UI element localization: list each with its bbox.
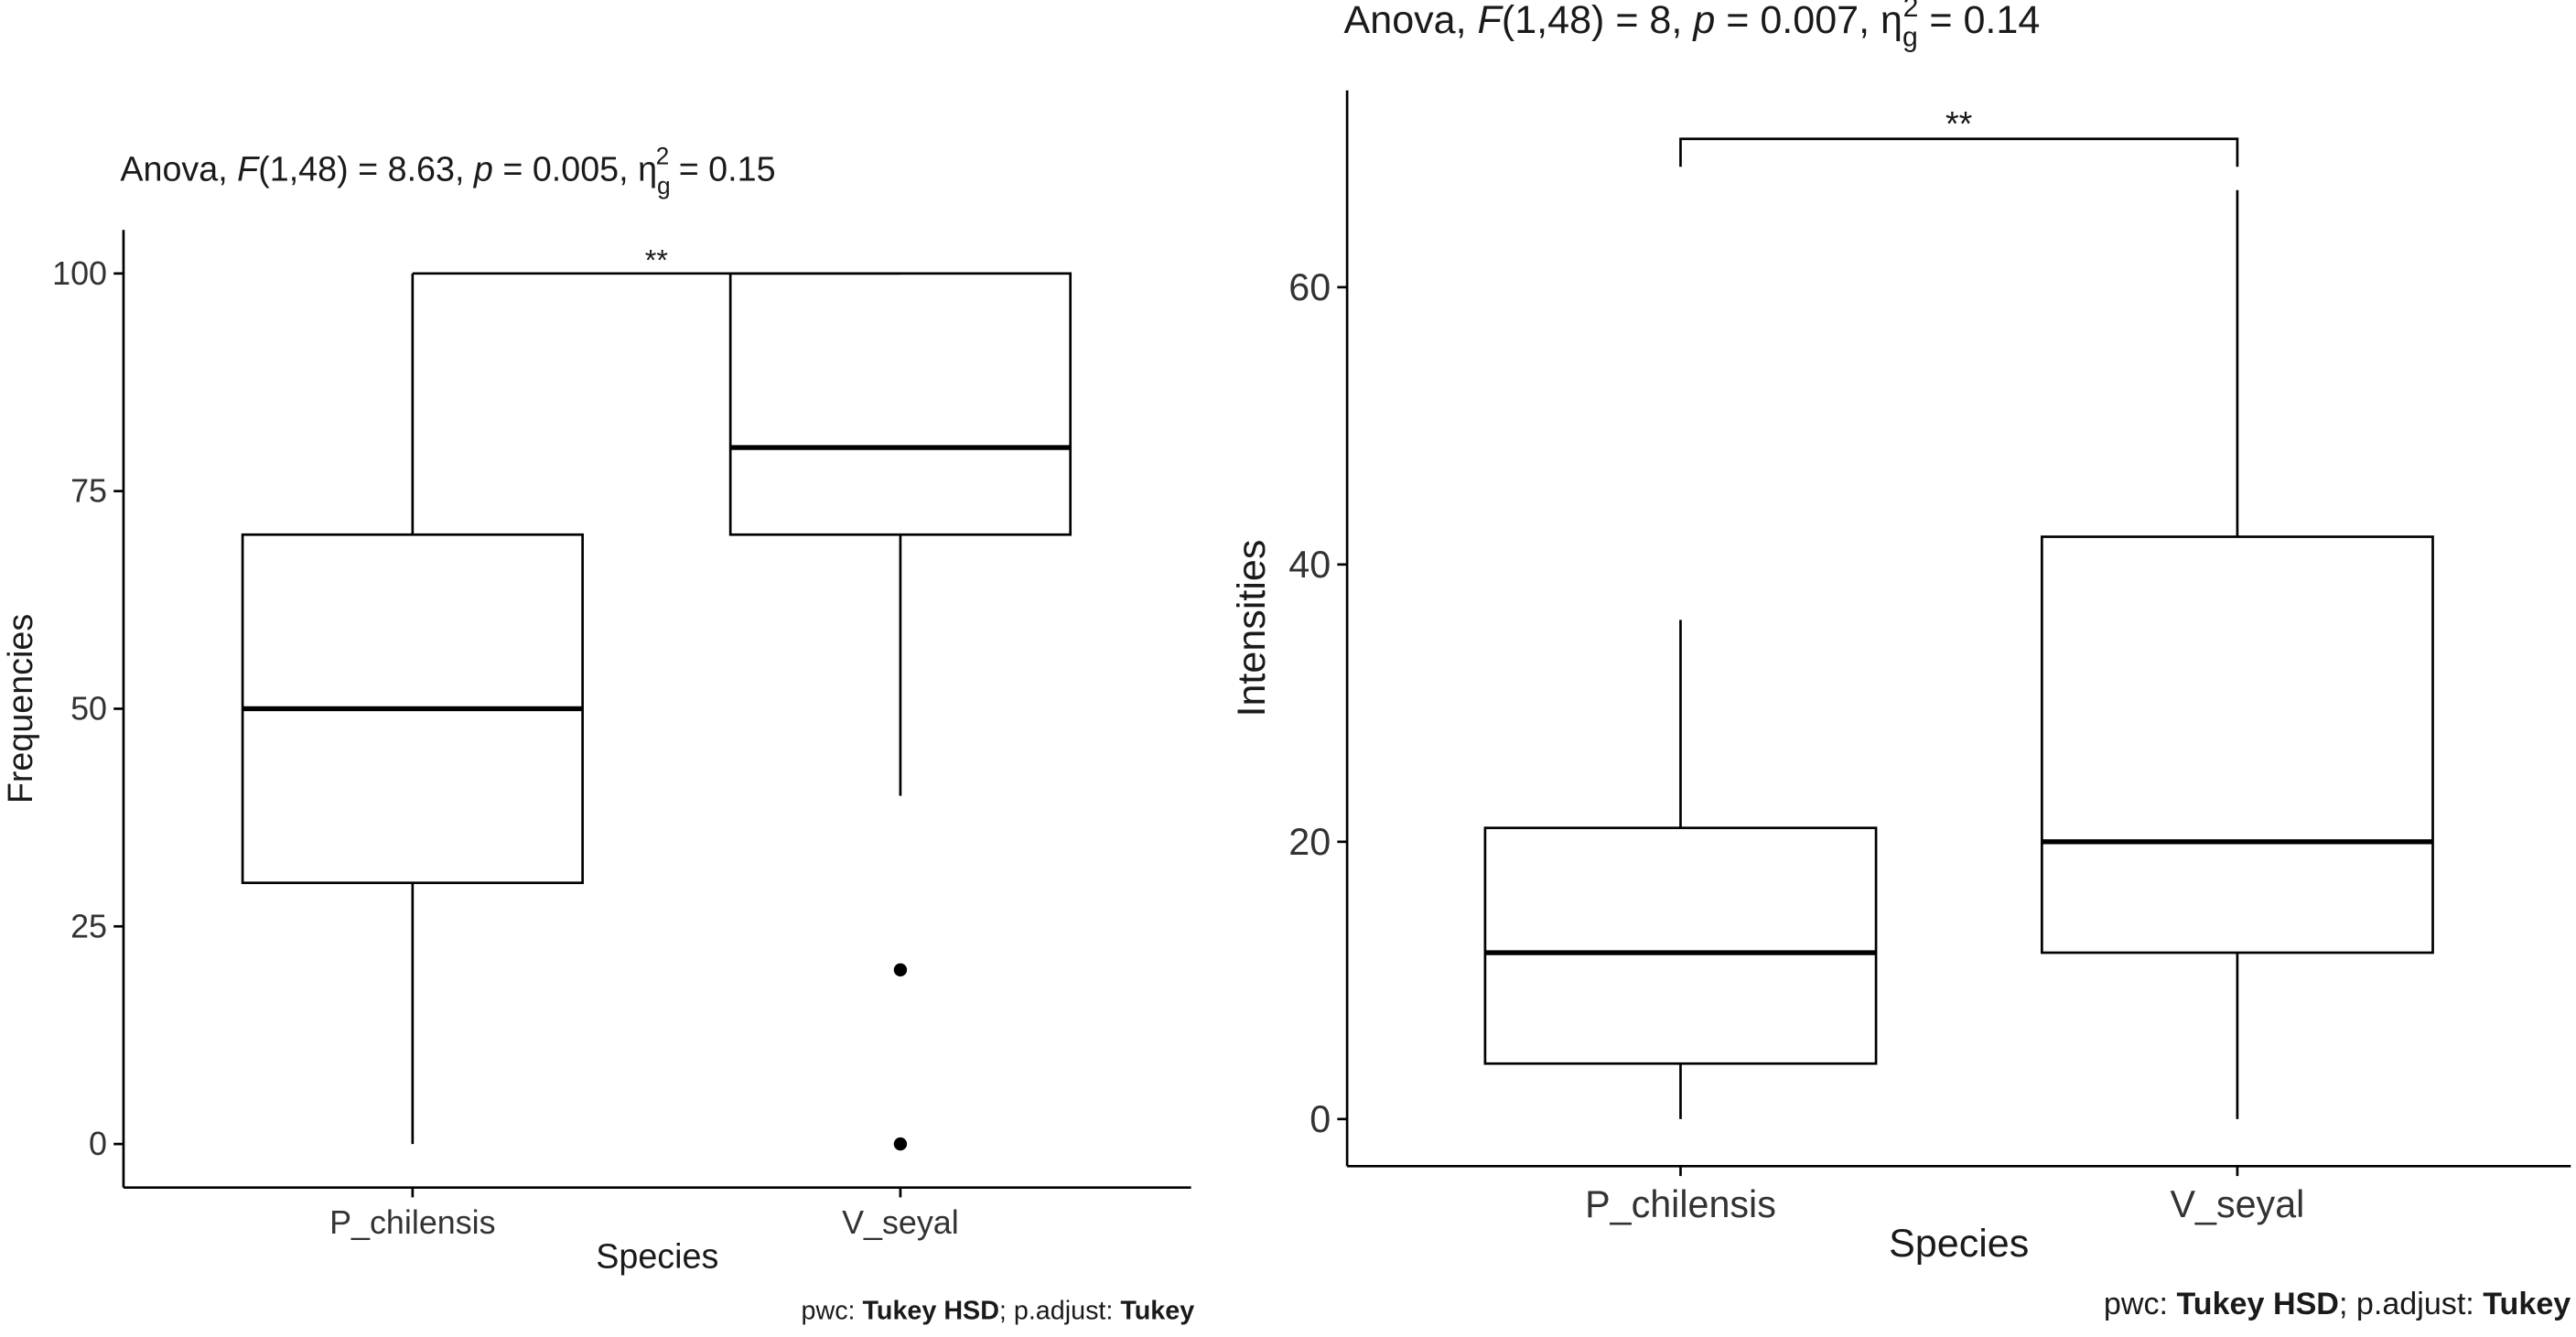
text-part: pwc: xyxy=(802,1296,863,1325)
y-tick-label: 40 xyxy=(1288,544,1331,586)
chart-title: Anova, F(1,48) = 8.63, p = 0.005, ηg 2 = … xyxy=(120,142,775,199)
y-axis-title: Intensities xyxy=(1230,540,1274,717)
caption: pwc: Tukey HSD; p.adjust: Tukey xyxy=(2104,1287,2571,1321)
text-part: Tukey xyxy=(1120,1296,1194,1325)
text-part: η xyxy=(1881,0,1902,42)
text-part: = 0.005, xyxy=(493,149,638,188)
x-axis-title: Species xyxy=(596,1237,718,1276)
chart-title: Anova, F(1,48) = 8, p = 0.007, ηg2 = 0.1… xyxy=(1344,0,2041,52)
text-part: Anova, xyxy=(1344,0,1478,42)
text-part: F xyxy=(1478,0,1504,42)
significance-bracket xyxy=(1679,137,2239,167)
text-part: ; p.adjust: xyxy=(2339,1287,2483,1321)
text-part: Anova, xyxy=(120,149,237,188)
text-part: Tukey HSD xyxy=(863,1296,999,1325)
x-tick-label: P_chilensis xyxy=(1585,1183,1776,1225)
text-part: ; p.adjust: xyxy=(999,1296,1120,1325)
caption: pwc: Tukey HSD; p.adjust: Tukey xyxy=(802,1296,1195,1325)
text-part: η xyxy=(638,149,657,188)
y-tick-label: 0 xyxy=(89,1126,107,1162)
text-part: Tukey xyxy=(2483,1287,2571,1321)
outlier xyxy=(893,1137,908,1151)
x-axis-title: Species xyxy=(1889,1222,2029,1266)
text-part: p xyxy=(473,149,493,188)
text-part: pwc: xyxy=(2104,1287,2177,1321)
text-part: (1,48) = 8, xyxy=(1502,0,1693,42)
text-part: g xyxy=(1902,22,1918,52)
text-part: g xyxy=(657,172,671,199)
text-part: (1,48) = 8.63, xyxy=(258,149,474,188)
y-axis-title: Frequencies xyxy=(1,614,39,803)
text-part: Tukey HSD xyxy=(2176,1287,2338,1321)
y-tick-label: 75 xyxy=(70,473,107,510)
significance-label: ** xyxy=(1945,104,1973,143)
text-part: = 0.15 xyxy=(669,149,775,188)
text-part: F xyxy=(237,149,260,188)
y-tick-label: 60 xyxy=(1288,266,1331,308)
text-part: 2 xyxy=(1903,0,1919,23)
box xyxy=(2040,535,2434,954)
outlier xyxy=(893,963,908,977)
x-tick-label: V_seyal xyxy=(2171,1183,2305,1225)
box xyxy=(728,272,1072,536)
y-tick-label: 25 xyxy=(70,908,107,944)
y-tick-label: 0 xyxy=(1310,1098,1331,1140)
y-tick-label: 20 xyxy=(1288,821,1331,863)
y-tick-label: 100 xyxy=(52,255,107,292)
x-tick-label: V_seyal xyxy=(842,1204,959,1241)
text-part: = 0.007, xyxy=(1715,0,1881,42)
significance-label: ** xyxy=(645,243,669,276)
text-part: 2 xyxy=(656,142,670,169)
y-tick-label: 50 xyxy=(70,690,107,727)
box xyxy=(1483,826,1878,1065)
text-part: p xyxy=(1691,0,1715,42)
text-part: = 0.14 xyxy=(1918,0,2040,42)
x-tick-label: P_chilensis xyxy=(329,1204,495,1241)
